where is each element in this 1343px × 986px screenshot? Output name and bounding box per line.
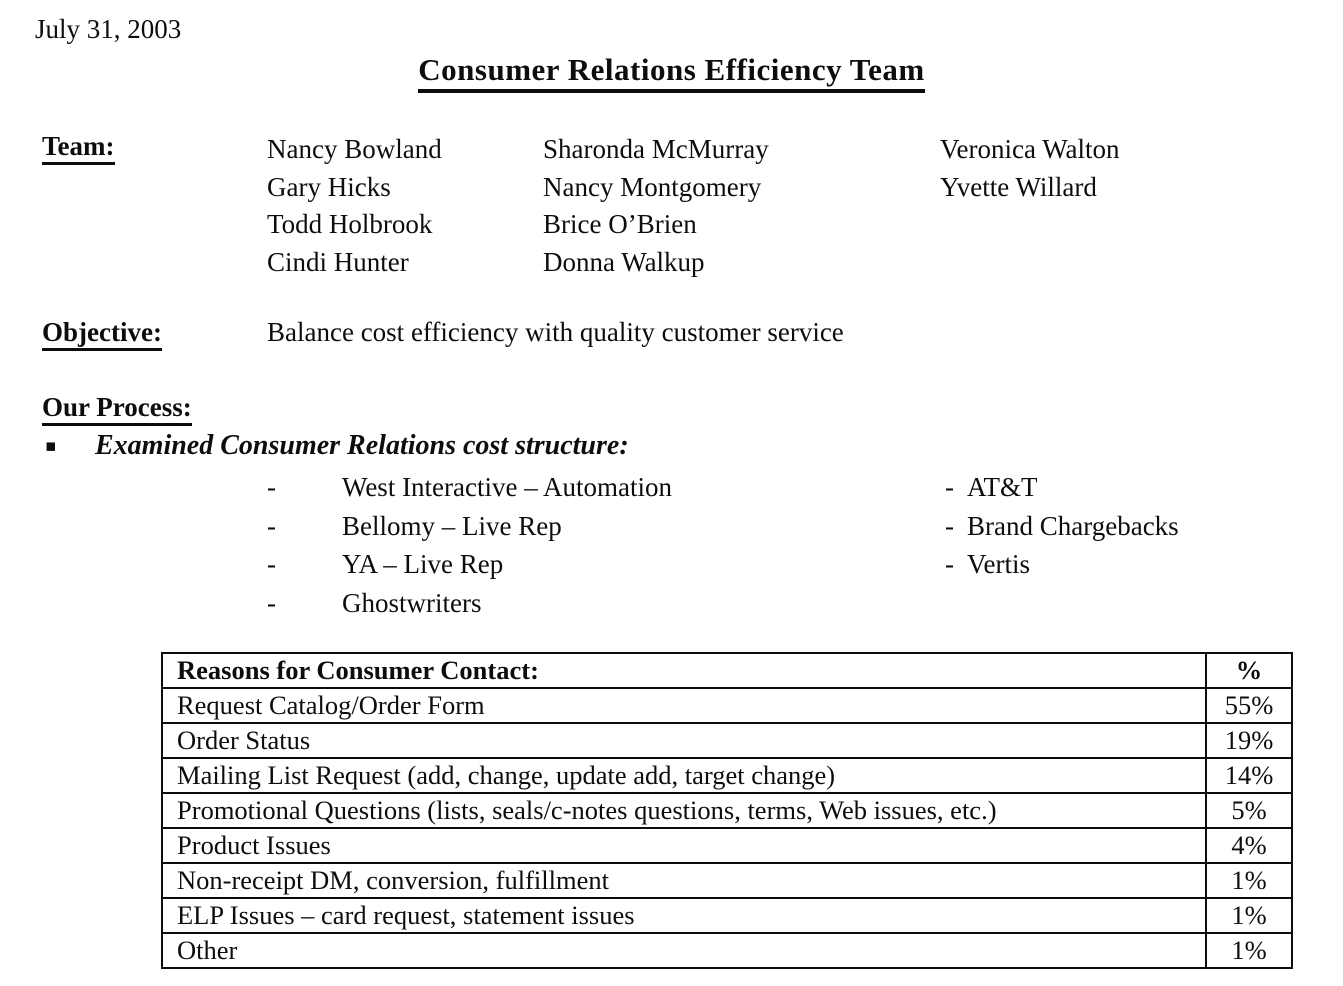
team-member: Gary Hicks [267, 171, 391, 202]
reason-cell: ELP Issues – card request, statement iss… [161, 897, 1207, 934]
dash-bullet: - [945, 510, 954, 541]
dash-bullet: - [945, 549, 954, 579]
percent-cell: 1% [1205, 932, 1293, 969]
process-bullet-text: Examined Consumer Relations cost structu… [95, 430, 629, 461]
list-item: - Bellomy – Live Rep [267, 507, 672, 546]
document-date: July 31, 2003 [35, 14, 182, 44]
objective-section-label: Objective: [42, 317, 162, 351]
process-section-label: Our Process: [42, 392, 192, 426]
percent-header-cell: % [1205, 652, 1293, 689]
list-item: - West Interactive – Automation [267, 468, 672, 507]
table-row: Mailing List Request (add, change, updat… [161, 757, 1293, 794]
consumer-contact-table: Reasons for Consumer Contact: % Request … [161, 652, 1293, 969]
title-container: Consumer Relations Efficiency Team [0, 52, 1343, 93]
team-member: Nancy Montgomery [543, 171, 762, 202]
team-column-3: Veronica Walton Yvette Willard [940, 131, 1120, 206]
list-item-text: Bellomy – Live Rep [342, 510, 562, 541]
table-row: Request Catalog/Order Form 55% [161, 687, 1293, 724]
dash-bullet: - [267, 549, 276, 579]
list-item: - Ghostwriters [267, 584, 672, 623]
team-column-1: Nancy Bowland Gary Hicks Todd Holbrook C… [267, 131, 442, 281]
team-member: Cindi Hunter [267, 246, 409, 277]
percent-cell: 1% [1205, 897, 1293, 934]
page-title: Consumer Relations Efficiency Team [418, 52, 925, 93]
reason-cell: Product Issues [161, 827, 1207, 864]
team-label-text: Team: [42, 131, 115, 165]
dash-bullet: - [945, 472, 954, 502]
team-member: Sharonda McMurray [543, 134, 769, 164]
team-member: Veronica Walton [940, 134, 1120, 164]
team-member: Todd Holbrook [267, 209, 433, 239]
process-label-text: Our Process: [42, 392, 192, 426]
reason-cell: Other [161, 932, 1207, 969]
table-row: Other 1% [161, 932, 1293, 969]
percent-cell: 4% [1205, 827, 1293, 864]
team-section-label: Team: [42, 131, 115, 165]
dash-bullet: - [267, 587, 276, 618]
list-item-text: Ghostwriters [342, 587, 482, 618]
reason-cell: Order Status [161, 722, 1207, 759]
team-member: Yvette Willard [940, 171, 1097, 202]
percent-cell: 19% [1205, 722, 1293, 759]
percent-cell: 14% [1205, 757, 1293, 794]
table-row: Order Status 19% [161, 722, 1293, 759]
reason-cell: Non-receipt DM, conversion, fulfillment [161, 862, 1207, 899]
dash-bullet: - [267, 472, 276, 502]
team-member: Brice O’Brien [543, 209, 697, 239]
reason-cell: Request Catalog/Order Form [161, 687, 1207, 724]
dash-bullet: - [267, 510, 276, 541]
square-bullet-icon: ▪ [45, 436, 57, 456]
list-item: - Vertis [945, 545, 1179, 584]
team-column-2: Sharonda McMurray Nancy Montgomery Brice… [543, 131, 769, 281]
list-item: - YA – Live Rep [267, 545, 672, 584]
list-item: - Brand Chargebacks [945, 507, 1179, 546]
team-member: Nancy Bowland [267, 134, 442, 164]
cost-structure-list-left: - West Interactive – Automation - Bellom… [267, 468, 672, 622]
percent-cell: 1% [1205, 862, 1293, 899]
list-item-text: West Interactive – Automation [342, 472, 672, 502]
process-bullet-line: ▪ Examined Consumer Relations cost struc… [45, 430, 629, 462]
objective-label-text: Objective: [42, 317, 162, 351]
table-row: Product Issues 4% [161, 827, 1293, 864]
reason-cell: Mailing List Request (add, change, updat… [161, 757, 1207, 794]
list-item-text: AT&T [967, 472, 1038, 502]
reason-cell: Promotional Questions (lists, seals/c-no… [161, 792, 1207, 829]
list-item-text: Vertis [967, 549, 1030, 579]
percent-cell: 55% [1205, 687, 1293, 724]
reasons-header-cell: Reasons for Consumer Contact: [161, 652, 1207, 689]
objective-text: Balance cost efficiency with quality cus… [267, 317, 844, 347]
table-row: Promotional Questions (lists, seals/c-no… [161, 792, 1293, 829]
table-row: Non-receipt DM, conversion, fulfillment … [161, 862, 1293, 899]
list-item-text: Brand Chargebacks [967, 510, 1179, 541]
team-member: Donna Walkup [543, 246, 705, 277]
cost-structure-list-right: - AT&T - Brand Chargebacks - Vertis [945, 468, 1179, 584]
table-header-row: Reasons for Consumer Contact: % [161, 652, 1293, 689]
table-row: ELP Issues – card request, statement iss… [161, 897, 1293, 934]
list-item: - AT&T [945, 468, 1179, 507]
list-item-text: YA – Live Rep [342, 549, 504, 579]
percent-cell: 5% [1205, 792, 1293, 829]
